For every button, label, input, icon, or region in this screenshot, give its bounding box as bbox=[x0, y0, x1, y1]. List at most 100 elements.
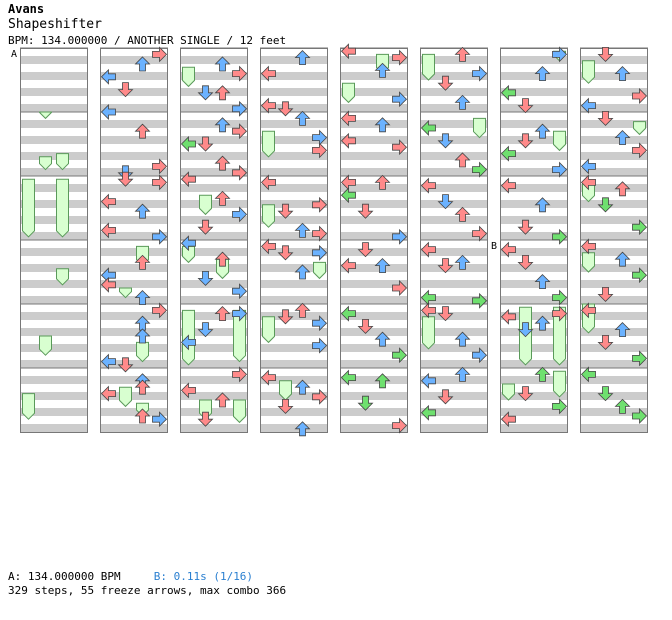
left-arrow bbox=[260, 97, 276, 114]
down-arrow bbox=[197, 136, 214, 152]
beat-shade bbox=[420, 312, 488, 320]
left-arrow bbox=[420, 302, 436, 319]
left-arrow bbox=[180, 235, 196, 252]
beat-shade bbox=[20, 56, 88, 64]
beat-shade bbox=[20, 136, 88, 144]
down-arrow bbox=[357, 242, 374, 258]
right-arrow bbox=[152, 302, 168, 319]
left-arrow bbox=[340, 369, 356, 386]
beat-shade bbox=[340, 296, 408, 304]
right-arrow bbox=[472, 347, 488, 364]
left-arrow bbox=[500, 411, 516, 428]
down-arrow bbox=[597, 334, 614, 350]
freeze-arrow bbox=[119, 287, 132, 299]
down-arrow bbox=[117, 171, 134, 187]
up-arrow bbox=[374, 258, 391, 274]
up-arrow bbox=[294, 421, 311, 437]
beat-shade bbox=[580, 248, 648, 256]
beat-shade bbox=[420, 376, 488, 384]
beat-shade bbox=[580, 104, 648, 112]
up-arrow bbox=[214, 190, 231, 206]
column-border bbox=[340, 48, 408, 433]
beat-shade bbox=[100, 104, 168, 112]
up-arrow bbox=[214, 117, 231, 133]
beat-shade bbox=[180, 152, 248, 160]
down-arrow bbox=[197, 270, 214, 286]
right-arrow bbox=[312, 225, 328, 242]
beat-shade bbox=[20, 344, 88, 352]
left-arrow bbox=[580, 302, 596, 319]
freeze-arrow bbox=[39, 335, 52, 356]
beat-shade bbox=[180, 184, 248, 192]
beat-shade bbox=[180, 344, 248, 352]
down-arrow bbox=[517, 254, 534, 270]
beat-shade bbox=[580, 152, 648, 160]
beat-shade bbox=[340, 104, 408, 112]
beat-shade bbox=[340, 248, 408, 256]
beat-shade bbox=[580, 408, 648, 416]
freeze-arrow bbox=[56, 153, 69, 171]
beat-shade bbox=[420, 360, 488, 368]
down-arrow bbox=[277, 101, 294, 117]
beat-shade bbox=[340, 200, 408, 208]
beat-shade bbox=[500, 296, 568, 304]
beat-shade bbox=[20, 312, 88, 320]
beat-shade bbox=[100, 312, 168, 320]
beat-shade bbox=[500, 280, 568, 288]
up-arrow bbox=[294, 50, 311, 65]
left-arrow bbox=[500, 177, 516, 194]
down-arrow bbox=[197, 219, 214, 235]
beat-shade bbox=[500, 136, 568, 144]
down-arrow bbox=[277, 245, 294, 261]
beat-shade bbox=[340, 344, 408, 352]
beat-shade bbox=[20, 296, 88, 304]
freeze-arrow bbox=[342, 82, 355, 104]
beat-shade bbox=[340, 424, 408, 432]
beat-shade bbox=[340, 392, 408, 400]
beat-shade bbox=[100, 376, 168, 384]
beat-shade bbox=[260, 344, 328, 352]
beat-shade bbox=[340, 328, 408, 336]
beat-shade bbox=[420, 72, 488, 80]
beat-shade bbox=[100, 88, 168, 96]
down-arrow bbox=[437, 306, 454, 322]
beat-shade bbox=[180, 168, 248, 176]
right-arrow bbox=[312, 315, 328, 332]
left-arrow bbox=[100, 104, 116, 120]
up-arrow bbox=[374, 331, 391, 347]
beat-shade bbox=[100, 56, 168, 64]
right-arrow bbox=[392, 49, 408, 66]
beat-shade bbox=[260, 56, 328, 64]
left-arrow bbox=[260, 65, 276, 82]
up-arrow bbox=[294, 379, 311, 395]
beat-shade bbox=[100, 168, 168, 176]
right-arrow bbox=[632, 408, 648, 424]
right-arrow bbox=[552, 305, 568, 322]
beat-shade bbox=[420, 328, 488, 336]
up-arrow bbox=[374, 174, 391, 190]
freeze-arrow bbox=[553, 306, 566, 366]
beat-shade bbox=[420, 232, 488, 240]
right-arrow bbox=[472, 161, 488, 178]
beat-shade bbox=[500, 232, 568, 240]
beat-shade bbox=[180, 296, 248, 304]
beat-shade bbox=[340, 264, 408, 272]
right-arrow bbox=[152, 46, 168, 63]
freeze-arrow bbox=[56, 268, 69, 286]
down-arrow bbox=[357, 318, 374, 334]
beat-shade bbox=[100, 360, 168, 368]
column-border bbox=[420, 48, 488, 433]
beat-shade bbox=[500, 200, 568, 208]
beat-shade bbox=[500, 248, 568, 256]
freeze-arrow bbox=[136, 341, 149, 363]
left-arrow bbox=[100, 193, 116, 210]
beat-shade bbox=[100, 280, 168, 288]
up-arrow bbox=[214, 85, 231, 101]
left-arrow bbox=[100, 385, 116, 402]
up-arrow bbox=[614, 398, 631, 414]
left-arrow bbox=[580, 158, 596, 175]
left-arrow bbox=[420, 120, 436, 136]
right-arrow bbox=[392, 417, 408, 434]
beat-shade bbox=[180, 264, 248, 272]
